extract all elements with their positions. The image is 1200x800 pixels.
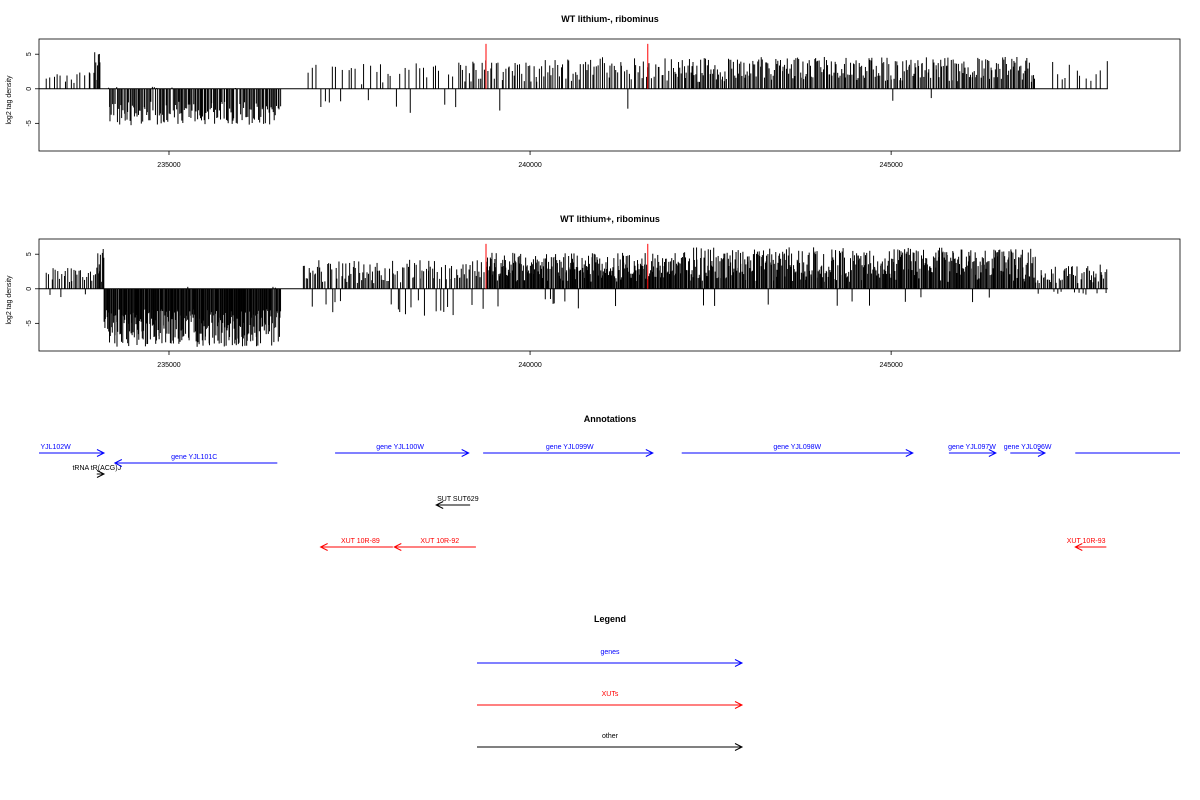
feature-arrow [335, 449, 470, 457]
y-tick-label: 0 [26, 87, 33, 91]
y-tick-label: 5 [26, 52, 33, 56]
feature-arrow [1010, 449, 1047, 457]
annotations-panel: Annotations YJL102W tRNA tR(ACG)J gene YJL… [39, 414, 1180, 551]
plot-frame [38, 238, 1181, 352]
feature-arrow [96, 470, 106, 478]
legend-label: other [602, 733, 619, 740]
feature-label: gene YJL100W [376, 444, 424, 451]
feature-label: XUT 10R-89 [341, 538, 380, 545]
feature-arrow [681, 449, 914, 457]
feature-arrow [948, 449, 997, 457]
feature-label: gene YJL096W [1004, 444, 1052, 451]
feature-label: XUT 10R-93 [1067, 538, 1106, 545]
feature-label: SUT SUT629 [437, 496, 479, 503]
x-tick-label: 235000 [157, 362, 180, 369]
feature-label: gene YJL101C [171, 454, 217, 461]
x-tick-label: 245000 [879, 162, 902, 169]
y-tick-label: -5 [26, 320, 33, 326]
legend-panel: Legend genes XUTs other [477, 614, 744, 751]
y-tick-label: 0 [26, 287, 33, 291]
legend-label: XUTs [602, 691, 619, 698]
y-axis-label: log2 tag density [6, 275, 13, 325]
legend-title: Legend [594, 614, 626, 624]
feature-label: gene YJL099W [546, 444, 594, 451]
track-panel-lithium-minus: WT lithium-, ribominus log2 tag density … [6, 14, 1181, 169]
density-bars [45, 247, 1108, 347]
legend-arrow [477, 659, 744, 667]
legend-arrow [477, 701, 744, 709]
feature-label: XUT 10R-92 [420, 538, 459, 545]
x-tick-label: 245000 [879, 362, 902, 369]
plot-frame [38, 38, 1181, 152]
feature-arrow [1074, 543, 1107, 551]
x-tick-label: 235000 [157, 162, 180, 169]
feature-label: tRNA tR(ACG)J [72, 465, 121, 472]
feature-label: gene YJL098W [773, 444, 821, 451]
track-panel-lithium-plus: WT lithium+, ribominus log2 tag density … [6, 214, 1181, 369]
feature-arrow [39, 449, 106, 457]
feature-label: YJL102W [40, 444, 71, 451]
feature-arrow [483, 449, 654, 457]
x-tick-label: 240000 [518, 162, 541, 169]
y-axis-label: log2 tag density [6, 75, 13, 125]
annotations-title: Annotations [584, 414, 637, 424]
feature-arrow [393, 543, 476, 551]
feature-arrow [319, 543, 393, 551]
legend-arrow [477, 743, 744, 751]
y-tick-label: -5 [26, 120, 33, 126]
feature-arrow [113, 459, 278, 467]
x-tick-label: 240000 [518, 362, 541, 369]
y-tick-label: 5 [26, 252, 33, 256]
legend-label: genes [600, 649, 620, 656]
feature-arrow [435, 501, 471, 509]
panel-title: WT lithium+, ribominus [560, 214, 660, 224]
density-bars [45, 52, 1108, 126]
feature-label: gene YJL097W [948, 444, 996, 451]
panel-title: WT lithium-, ribominus [561, 14, 659, 24]
